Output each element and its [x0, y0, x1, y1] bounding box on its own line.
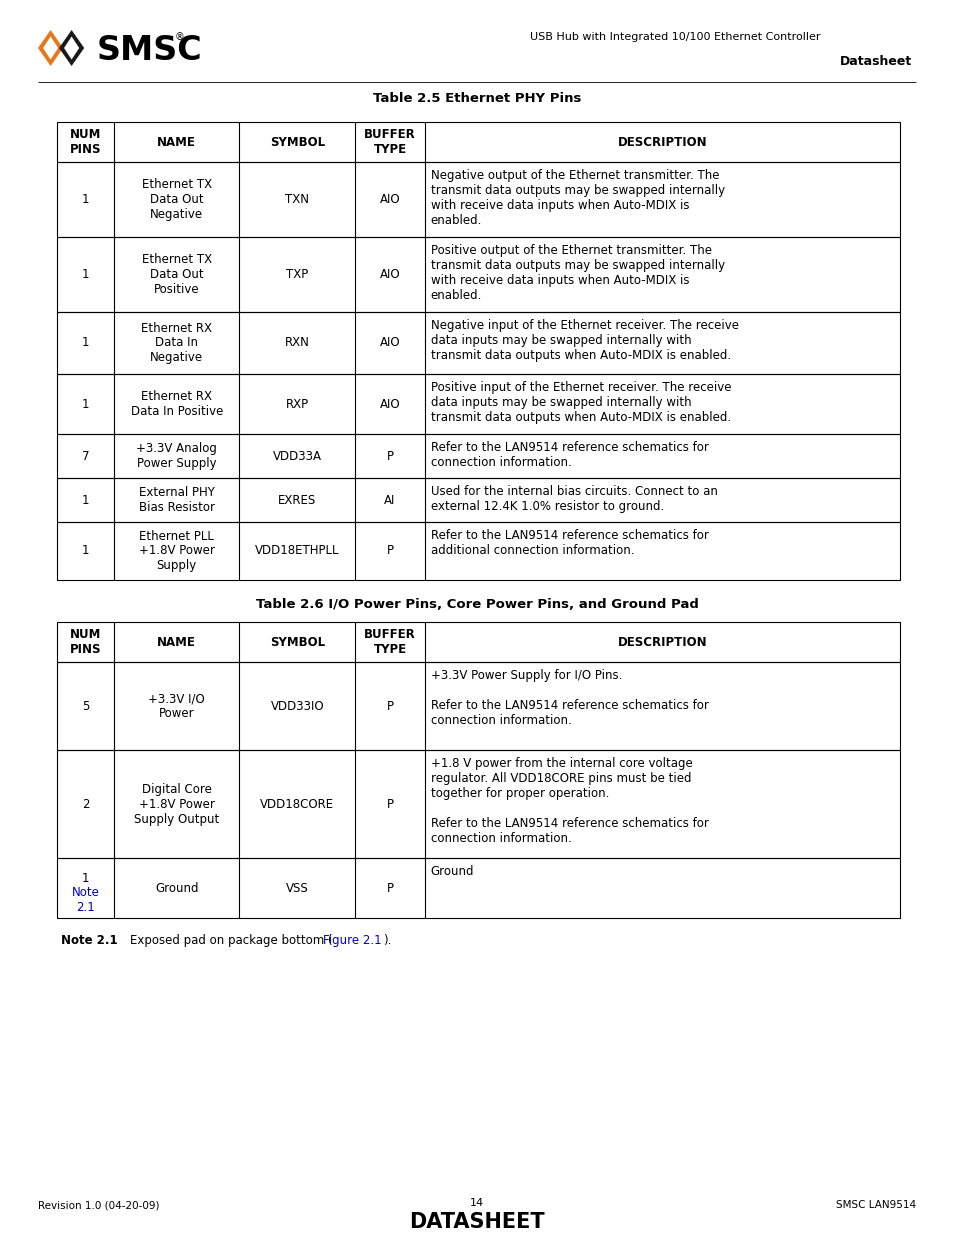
Text: Ethernet RX
Data In Positive: Ethernet RX Data In Positive [131, 390, 223, 417]
Text: AIO: AIO [379, 268, 400, 282]
Text: DESCRIPTION: DESCRIPTION [617, 136, 706, 148]
Text: Refer to the LAN9514 reference schematics for
additional connection information.: Refer to the LAN9514 reference schematic… [430, 529, 708, 557]
Bar [57, 750, 899, 858]
Bar [57, 858, 899, 918]
Bar [57, 662, 899, 750]
Text: ®: ® [174, 32, 184, 42]
Text: Revision 1.0 (04-20-09): Revision 1.0 (04-20-09) [38, 1200, 159, 1210]
Text: 1: 1 [82, 494, 90, 506]
Text: BUFFER
TYPE: BUFFER TYPE [364, 128, 416, 156]
Text: P: P [386, 450, 393, 462]
Text: VDD18CORE: VDD18CORE [260, 798, 334, 810]
Text: 5: 5 [82, 699, 90, 713]
Text: P: P [386, 699, 393, 713]
Text: RXP: RXP [285, 398, 309, 410]
Text: Positive output of the Ethernet transmitter. The
transmit data outputs may be sw: Positive output of the Ethernet transmit… [430, 245, 724, 303]
Text: Table 2.5 Ethernet PHY Pins: Table 2.5 Ethernet PHY Pins [373, 91, 580, 105]
Text: SMSC LAN9514: SMSC LAN9514 [835, 1200, 915, 1210]
Text: AIO: AIO [379, 336, 400, 350]
Text: External PHY
Bias Resistor: External PHY Bias Resistor [138, 487, 214, 514]
Text: Note 2.1: Note 2.1 [61, 934, 117, 947]
Text: 1: 1 [82, 872, 90, 885]
Text: Negative output of the Ethernet transmitter. The
transmit data outputs may be sw: Negative output of the Ethernet transmit… [430, 169, 724, 227]
Text: 1: 1 [82, 193, 90, 206]
Text: SMSC: SMSC [96, 35, 202, 68]
Text: +3.3V Analog
Power Supply: +3.3V Analog Power Supply [136, 442, 217, 471]
Text: Table 2.6 I/O Power Pins, Core Power Pins, and Ground Pad: Table 2.6 I/O Power Pins, Core Power Pin… [255, 598, 698, 611]
Text: Positive input of the Ethernet receiver. The receive
data inputs may be swapped : Positive input of the Ethernet receiver.… [430, 382, 730, 424]
Text: VDD18ETHPLL: VDD18ETHPLL [254, 545, 339, 557]
Bar [57, 522, 899, 580]
Text: Datasheet: Datasheet [840, 56, 911, 68]
Text: AI: AI [384, 494, 395, 506]
Bar [57, 162, 899, 237]
Text: +3.3V I/O
Power: +3.3V I/O Power [148, 692, 205, 720]
Text: NAME: NAME [157, 636, 196, 648]
Text: Ethernet TX
Data Out
Negative: Ethernet TX Data Out Negative [141, 178, 212, 221]
Text: 2: 2 [82, 798, 90, 810]
Text: Ground: Ground [430, 864, 474, 878]
Text: EXRES: EXRES [278, 494, 316, 506]
Text: TXN: TXN [285, 193, 309, 206]
Text: TXP: TXP [286, 268, 308, 282]
Bar [57, 312, 899, 374]
Text: NUM
PINS: NUM PINS [70, 128, 101, 156]
Bar [57, 622, 899, 662]
Text: Ground: Ground [154, 882, 198, 894]
Text: +1.8 V power from the internal core voltage
regulator. All VDD18CORE pins must b: +1.8 V power from the internal core volt… [430, 757, 708, 845]
Text: Exposed pad on package bottom (: Exposed pad on package bottom ( [115, 934, 333, 947]
Text: P: P [386, 798, 393, 810]
Text: SYMBOL: SYMBOL [270, 636, 324, 648]
Text: Ethernet TX
Data Out
Positive: Ethernet TX Data Out Positive [141, 253, 212, 296]
Text: Refer to the LAN9514 reference schematics for
connection information.: Refer to the LAN9514 reference schematic… [430, 441, 708, 469]
Bar [57, 122, 899, 162]
Text: P: P [386, 545, 393, 557]
Text: Figure 2.1: Figure 2.1 [323, 934, 381, 947]
Bar [57, 374, 899, 433]
Text: BUFFER
TYPE: BUFFER TYPE [364, 629, 416, 656]
Text: AIO: AIO [379, 193, 400, 206]
Text: 1: 1 [82, 268, 90, 282]
Polygon shape [59, 30, 84, 65]
Text: ).: ). [382, 934, 391, 947]
Text: 7: 7 [82, 450, 90, 462]
Text: VDD33IO: VDD33IO [270, 699, 324, 713]
Text: NUM
PINS: NUM PINS [70, 629, 101, 656]
Text: 14: 14 [470, 1198, 483, 1208]
Text: 1: 1 [82, 398, 90, 410]
Text: Used for the internal bias circuits. Connect to an
external 12.4K 1.0% resistor : Used for the internal bias circuits. Con… [430, 485, 717, 513]
Text: USB Hub with Integrated 10/100 Ethernet Controller: USB Hub with Integrated 10/100 Ethernet … [530, 32, 820, 42]
Text: VDD33A: VDD33A [273, 450, 321, 462]
Text: +3.3V Power Supply for I/O Pins.

Refer to the LAN9514 reference schematics for
: +3.3V Power Supply for I/O Pins. Refer t… [430, 669, 708, 727]
Text: VSS: VSS [286, 882, 309, 894]
Bar [57, 478, 899, 522]
Text: 1: 1 [82, 336, 90, 350]
Text: Digital Core
+1.8V Power
Supply Output: Digital Core +1.8V Power Supply Output [134, 783, 219, 825]
Text: RXN: RXN [285, 336, 310, 350]
Text: Note
2.1: Note 2.1 [71, 885, 99, 914]
Bar [57, 433, 899, 478]
Text: P: P [386, 882, 393, 894]
Text: AIO: AIO [379, 398, 400, 410]
Text: Ethernet RX
Data In
Negative: Ethernet RX Data In Negative [141, 321, 212, 364]
Polygon shape [38, 30, 63, 65]
Text: 1: 1 [82, 545, 90, 557]
Polygon shape [64, 37, 79, 59]
Text: NAME: NAME [157, 136, 196, 148]
Text: SYMBOL: SYMBOL [270, 136, 324, 148]
Text: Ethernet PLL
+1.8V Power
Supply: Ethernet PLL +1.8V Power Supply [138, 530, 214, 573]
Bar [57, 237, 899, 312]
Polygon shape [43, 37, 58, 59]
Text: DATASHEET: DATASHEET [409, 1212, 544, 1233]
Text: Negative input of the Ethernet receiver. The receive
data inputs may be swapped : Negative input of the Ethernet receiver.… [430, 319, 738, 362]
Text: DESCRIPTION: DESCRIPTION [617, 636, 706, 648]
